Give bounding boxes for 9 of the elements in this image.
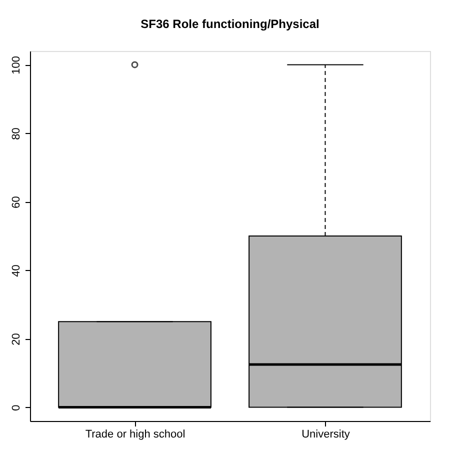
- chart-title: SF36 Role functioning/Physical: [140, 17, 320, 31]
- x-tick-label: University: [302, 428, 350, 440]
- y-tick-label: 40: [10, 264, 22, 277]
- y-tick-label: 100: [10, 56, 22, 74]
- y-tick-label: 20: [10, 333, 22, 346]
- y-tick-label: 60: [10, 196, 22, 208]
- y-tick-label: 80: [10, 128, 22, 140]
- x-tick-label: Trade or high school: [85, 428, 186, 440]
- y-tick-label: 0: [10, 404, 22, 411]
